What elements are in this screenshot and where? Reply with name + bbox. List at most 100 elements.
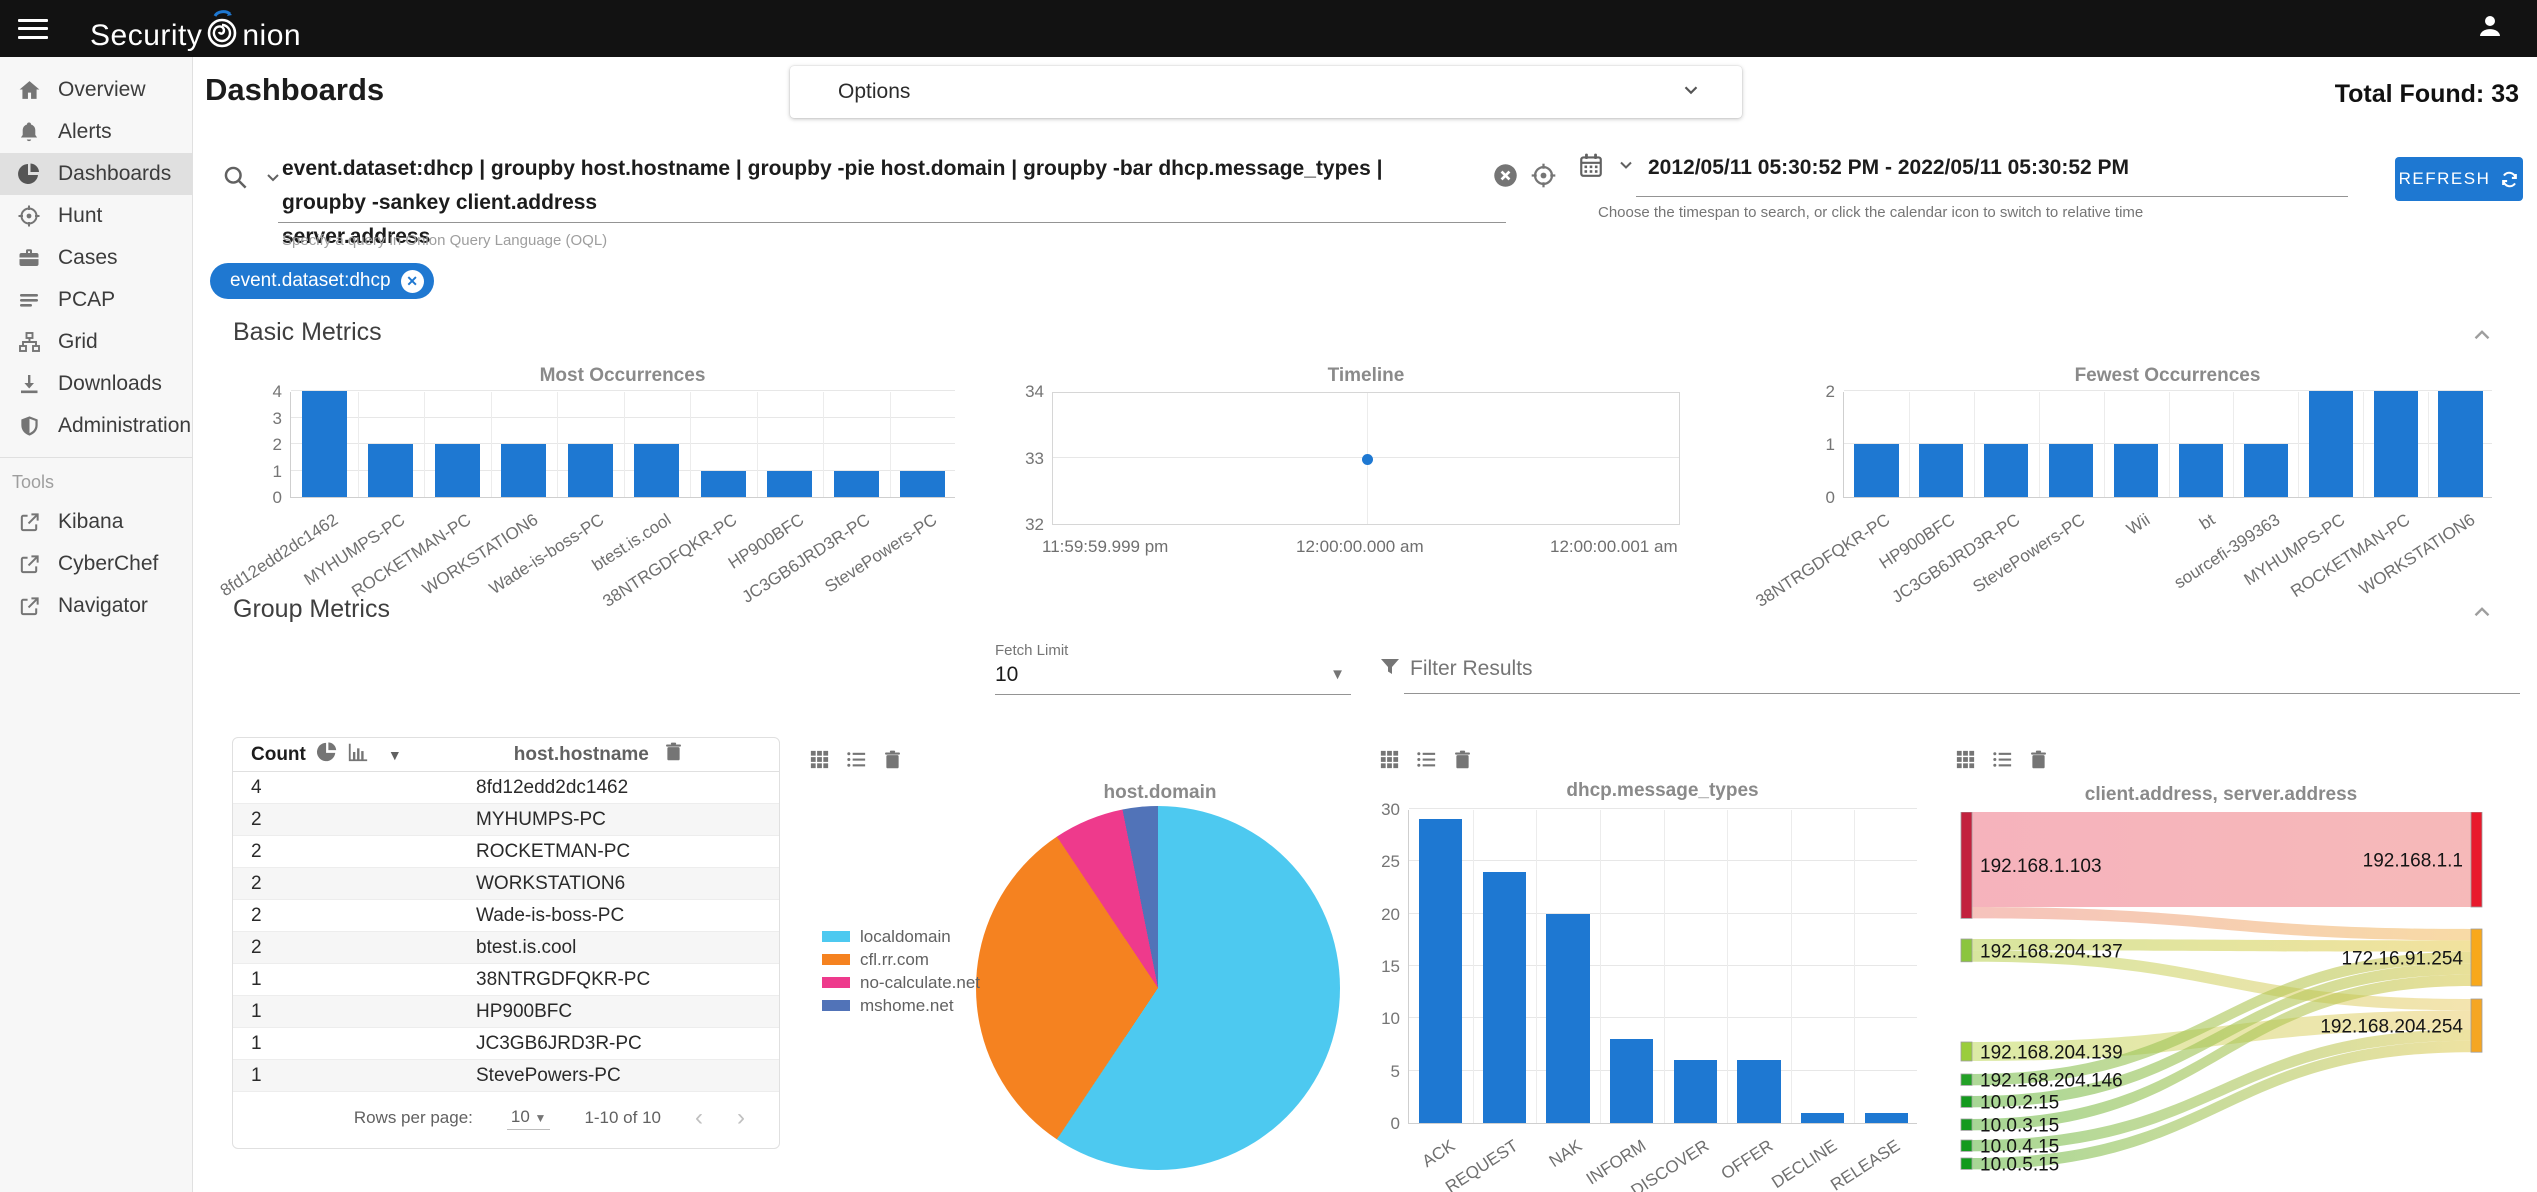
sidebar-item-cases[interactable]: Cases <box>0 237 192 279</box>
toggle-exclusion-icon[interactable] <box>1530 162 1557 194</box>
hostname-cell[interactable]: ROCKETMAN-PC <box>476 840 631 862</box>
sankey-node[interactable] <box>1960 938 1973 963</box>
bar-btest.is.cool[interactable] <box>634 444 680 497</box>
count-cell[interactable]: 2 <box>251 840 262 862</box>
sankey-flow[interactable] <box>1972 974 2471 1131</box>
list-view-icon[interactable] <box>845 748 868 776</box>
hostname-cell[interactable]: JC3GB6JRD3R-PC <box>476 1032 642 1054</box>
options-dropdown[interactable]: Options <box>790 66 1742 118</box>
sankey-node[interactable] <box>1960 1073 1973 1086</box>
bar-StevePowers-PC[interactable] <box>900 470 946 497</box>
bar-RELEASE[interactable] <box>1864 1112 1908 1123</box>
bar-MYHUMPS-PC[interactable] <box>368 444 414 497</box>
legend-item[interactable]: localdomain <box>822 925 980 948</box>
user-account-icon[interactable] <box>2475 11 2505 46</box>
sidebar-item-downloads[interactable]: Downloads <box>0 363 192 405</box>
sankey-node[interactable] <box>1960 1139 1973 1152</box>
table-row[interactable]: 2 Wade-is-boss-PC <box>233 900 779 932</box>
bar-38NTRGDFQKR-PC[interactable] <box>1854 444 1899 497</box>
sankey-node[interactable] <box>2470 928 2483 987</box>
bar-JC3GB6JRD3R-PC[interactable] <box>833 470 879 497</box>
bar-OFFER[interactable] <box>1737 1060 1781 1123</box>
search-icon[interactable] <box>222 164 249 196</box>
bar-38NTRGDFQKR-PC[interactable] <box>700 470 746 497</box>
bar-WORKSTATION6[interactable] <box>2438 391 2483 497</box>
table-row[interactable]: 1 JC3GB6JRD3R-PC <box>233 1028 779 1060</box>
sidebar-item-administration[interactable]: Administration <box>0 405 192 447</box>
previous-page-icon[interactable]: ‹ <box>695 1104 703 1131</box>
hostname-cell[interactable]: Wade-is-boss-PC <box>476 904 625 926</box>
bar-DECLINE[interactable] <box>1800 1112 1845 1123</box>
filter-results-input[interactable]: Filter Results <box>1378 655 2520 694</box>
count-cell[interactable]: 2 <box>251 904 262 926</box>
sankey-flow[interactable] <box>1972 1029 2471 1152</box>
count-cell[interactable]: 2 <box>251 936 262 958</box>
bar-ACK[interactable] <box>1419 819 1463 1123</box>
sidebar-item-overview[interactable]: Overview <box>0 69 192 111</box>
sidebar-item-grid[interactable]: Grid <box>0 321 192 363</box>
time-range-value[interactable]: 2012/05/11 05:30:52 PM - 2022/05/11 05:3… <box>1648 155 2130 179</box>
count-cell[interactable]: 4 <box>251 776 262 798</box>
delete-panel-trash-icon[interactable] <box>2028 748 2049 776</box>
hostname-cell[interactable]: HP900BFC <box>476 1000 573 1022</box>
sidebar-tool-kibana[interactable]: Kibana <box>0 501 192 543</box>
table-row[interactable]: 1 HP900BFC <box>233 996 779 1028</box>
next-page-icon[interactable]: › <box>737 1104 745 1131</box>
sidebar-item-alerts[interactable]: Alerts <box>0 111 192 153</box>
bar-HP900BFC[interactable] <box>767 470 813 497</box>
bar-REQUEST[interactable] <box>1482 871 1527 1123</box>
table-row[interactable]: 4 8fd12edd2dc1462 <box>233 772 779 804</box>
hamburger-menu-icon[interactable] <box>18 18 48 39</box>
table-row[interactable]: 1 38NTRGDFQKR-PC <box>233 964 779 996</box>
bar-NAK[interactable] <box>1546 913 1590 1123</box>
sankey-node[interactable] <box>1960 811 1973 919</box>
count-cell[interactable]: 1 <box>251 1000 262 1022</box>
legend-item[interactable]: no-calculate.net <box>822 971 980 994</box>
rows-per-page-select[interactable]: 10 ▼ <box>506 1107 551 1130</box>
sankey-flow[interactable] <box>1972 939 2471 952</box>
query-input[interactable]: event.dataset:dhcp | groupby host.hostna… <box>282 152 1462 254</box>
bar-WORKSTATION6[interactable] <box>501 444 547 497</box>
sort-caret-icon[interactable]: ▼ <box>387 746 402 763</box>
bar-ROCKETMAN-PC[interactable] <box>434 444 480 497</box>
hostname-cell[interactable]: btest.is.cool <box>476 936 577 958</box>
hostname-cell[interactable]: 38NTRGDFQKR-PC <box>476 968 651 990</box>
bar-bt[interactable] <box>2178 444 2223 497</box>
hostname-cell[interactable]: WORKSTATION6 <box>476 872 626 894</box>
sidebar-tool-cyberchef[interactable]: CyberChef <box>0 543 192 585</box>
bar-JC3GB6JRD3R-PC[interactable] <box>1984 444 2029 497</box>
sankey-flow[interactable] <box>1972 907 2471 941</box>
sankey-node[interactable] <box>1960 1157 1973 1170</box>
sidebar-tool-navigator[interactable]: Navigator <box>0 585 192 627</box>
table-view-icon[interactable] <box>1378 748 1401 776</box>
bar-ROCKETMAN-PC[interactable] <box>2373 391 2418 497</box>
table-row[interactable]: 2 ROCKETMAN-PC <box>233 836 779 868</box>
host-domain-pie-chart[interactable] <box>976 806 1340 1170</box>
bar-Wade-is-boss-PC[interactable] <box>567 444 613 497</box>
hostname-cell[interactable]: MYHUMPS-PC <box>476 808 606 830</box>
bar-HP900BFC[interactable] <box>1919 444 1964 497</box>
legend-item[interactable]: cfl.rr.com <box>822 948 980 971</box>
sankey-flow[interactable] <box>1972 1040 2471 1170</box>
filter-chip[interactable]: event.dataset:dhcp ✕ <box>210 263 434 299</box>
fetch-limit-select[interactable]: Fetch Limit 10 ▼ <box>995 642 1351 695</box>
count-cell[interactable]: 1 <box>251 968 262 990</box>
list-view-icon[interactable] <box>1415 748 1438 776</box>
delete-panel-trash-icon[interactable] <box>882 748 903 776</box>
pie-chart-toggle-icon[interactable] <box>316 741 338 769</box>
delete-panel-trash-icon[interactable] <box>1452 748 1473 776</box>
sidebar-item-dashboards[interactable]: Dashboards <box>0 153 192 195</box>
field-column-header[interactable]: host.hostname <box>513 743 649 765</box>
table-row[interactable]: 1 StevePowers-PC <box>233 1060 779 1092</box>
client-server-sankey-chart[interactable]: 192.168.1.103 192.168.204.137 192.168.204.… <box>1951 811 2491 1182</box>
sidebar-item-pcap[interactable]: PCAP <box>0 279 192 321</box>
bar-chart-toggle-icon[interactable] <box>346 741 370 769</box>
table-view-icon[interactable] <box>1954 748 1977 776</box>
bar-MYHUMPS-PC[interactable] <box>2308 391 2353 497</box>
sankey-flow[interactable] <box>1972 963 2471 1108</box>
count-cell[interactable]: 1 <box>251 1032 262 1054</box>
hostname-cell[interactable]: 8fd12edd2dc1462 <box>476 776 629 798</box>
remove-column-trash-icon[interactable] <box>663 740 684 769</box>
count-cell[interactable]: 1 <box>251 1064 262 1086</box>
bar-sourcefi-399363[interactable] <box>2243 444 2288 497</box>
